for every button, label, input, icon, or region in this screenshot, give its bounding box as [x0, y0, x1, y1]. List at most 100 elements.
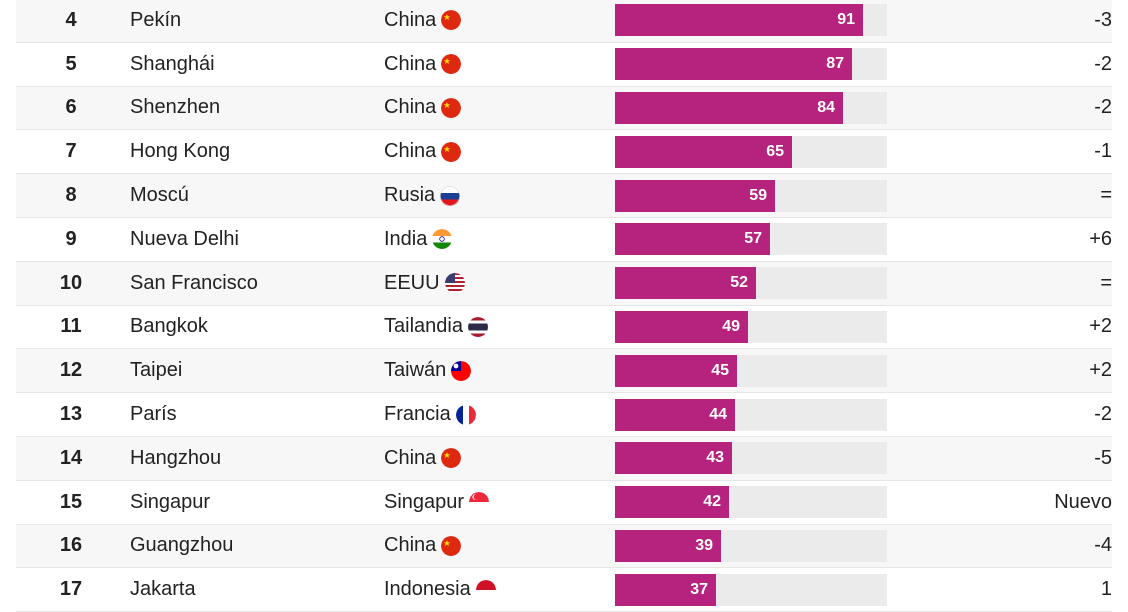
- rank-cell: 8: [65, 184, 77, 207]
- table-row: 12 Taipei Taiwán 45 +2: [16, 349, 1112, 394]
- change-cell: -2: [1094, 403, 1112, 426]
- city-cell: Guangzhou: [130, 534, 234, 557]
- table-row: 6 Shenzhen China 84 -2: [16, 86, 1112, 131]
- country-label: China: [384, 534, 437, 557]
- bar-track: 49: [615, 310, 887, 343]
- country-label: Taiwán: [384, 359, 447, 382]
- country-cell: Indonesia: [384, 568, 496, 611]
- bar-value-label: 43: [706, 449, 724, 467]
- country-cell: India: [384, 218, 453, 261]
- rank-cell: 6: [65, 96, 77, 119]
- bar-track: 45: [615, 354, 887, 387]
- country-label: Rusia: [384, 184, 436, 207]
- bar-value-label: 87: [826, 55, 844, 73]
- china-flag-icon: [441, 97, 462, 118]
- city-cell: Shenzhen: [130, 96, 221, 119]
- city-cell: Pekín: [130, 8, 182, 31]
- bar: [615, 267, 756, 300]
- change-cell: -4: [1094, 534, 1112, 557]
- country-label: Indonesia: [384, 578, 471, 601]
- bar-track: 37: [615, 573, 887, 606]
- table-row: 16 Guangzhou China 39 -4: [16, 524, 1112, 569]
- bar-track: 87: [615, 48, 887, 81]
- bar-value-label: 52: [730, 274, 748, 292]
- rank-cell: 15: [59, 490, 83, 513]
- change-cell: -2: [1094, 96, 1112, 119]
- bar-track: 91: [615, 4, 887, 37]
- rank-cell: 14: [59, 446, 83, 469]
- rank-cell: 5: [65, 52, 77, 75]
- bar-value-label: 91: [837, 11, 855, 29]
- table-row: 11 Bangkok Tailandia 49 +2: [16, 306, 1112, 350]
- city-cell: Singapur: [130, 490, 211, 513]
- city-cell: Shanghái: [130, 52, 215, 75]
- bar-track: 65: [615, 135, 887, 168]
- country-label: China: [384, 96, 437, 119]
- france-flag-icon: [455, 404, 476, 425]
- rank-cell: 9: [65, 227, 77, 250]
- rank-cell: 10: [59, 271, 83, 294]
- change-cell: -3: [1094, 8, 1112, 31]
- country-cell: China: [384, 0, 462, 42]
- country-cell: Francia: [384, 393, 476, 436]
- country-label: Singapur: [384, 490, 465, 513]
- bar-value-label: 65: [766, 142, 784, 160]
- bar: [615, 48, 852, 81]
- rank-cell: 11: [60, 315, 82, 338]
- taiwan-flag-icon: [451, 360, 472, 381]
- country-label: India: [384, 227, 428, 250]
- bar-value-label: 37: [690, 580, 708, 598]
- bar: [615, 442, 732, 475]
- table-row: 10 San Francisco EEUU 52 =: [16, 261, 1112, 306]
- country-label: Tailandia: [384, 315, 463, 338]
- bar: [615, 223, 770, 256]
- city-cell: Hong Kong: [130, 140, 231, 163]
- bar-value-label: 45: [711, 361, 729, 379]
- country-label: China: [384, 52, 437, 75]
- country-label: China: [384, 446, 437, 469]
- china-flag-icon: [441, 141, 462, 162]
- change-cell: Nuevo: [1054, 490, 1112, 513]
- country-cell: Singapur: [384, 481, 490, 524]
- bar-track: 57: [615, 223, 887, 256]
- bar: [615, 310, 748, 343]
- country-cell: China: [384, 87, 462, 130]
- table-row: 9 Nueva Delhi India 57 +6: [16, 218, 1112, 262]
- bar-track: 39: [615, 529, 887, 562]
- bar: [615, 486, 729, 519]
- country-cell: China: [384, 525, 462, 568]
- country-cell: EEUU: [384, 262, 465, 305]
- usa-flag-icon: [444, 273, 465, 294]
- country-cell: Rusia: [384, 174, 461, 217]
- bar-track: 59: [615, 179, 887, 212]
- bar-track: 52: [615, 267, 887, 300]
- bar-track: 44: [615, 398, 887, 431]
- table-row: 13 París Francia 44 -2: [16, 393, 1112, 437]
- china-flag-icon: [441, 10, 462, 31]
- city-cell: Bangkok: [130, 315, 208, 338]
- table-row: 14 Hangzhou China 43 -5: [16, 436, 1112, 481]
- change-cell: -1: [1094, 140, 1112, 163]
- city-cell: Jakarta: [130, 578, 196, 601]
- country-label: China: [384, 140, 437, 163]
- change-cell: -2: [1094, 52, 1112, 75]
- city-cell: Nueva Delhi: [130, 227, 239, 250]
- rank-cell: 16: [59, 534, 83, 557]
- change-cell: 1: [1100, 578, 1112, 601]
- bar-track: 84: [615, 91, 887, 124]
- russia-flag-icon: [440, 185, 461, 206]
- table-row: 8 Moscú Rusia 59 =: [16, 174, 1112, 218]
- table-row: 5 Shanghái China 87 -2: [16, 43, 1112, 87]
- bar: [615, 91, 843, 124]
- country-cell: China: [384, 437, 462, 480]
- bar: [615, 529, 721, 562]
- rank-cell: 12: [59, 359, 83, 382]
- change-cell: -5: [1094, 446, 1112, 469]
- bar-value-label: 59: [749, 186, 767, 204]
- table-row: 4 Pekín China 91 -3: [16, 0, 1112, 43]
- bar-value-label: 42: [703, 493, 721, 511]
- table-row: 17 Jakarta Indonesia 37 1: [16, 568, 1112, 612]
- change-cell: +6: [1089, 227, 1112, 250]
- table-row: 7 Hong Kong China 65 -1: [16, 130, 1112, 175]
- city-cell: Moscú: [130, 184, 189, 207]
